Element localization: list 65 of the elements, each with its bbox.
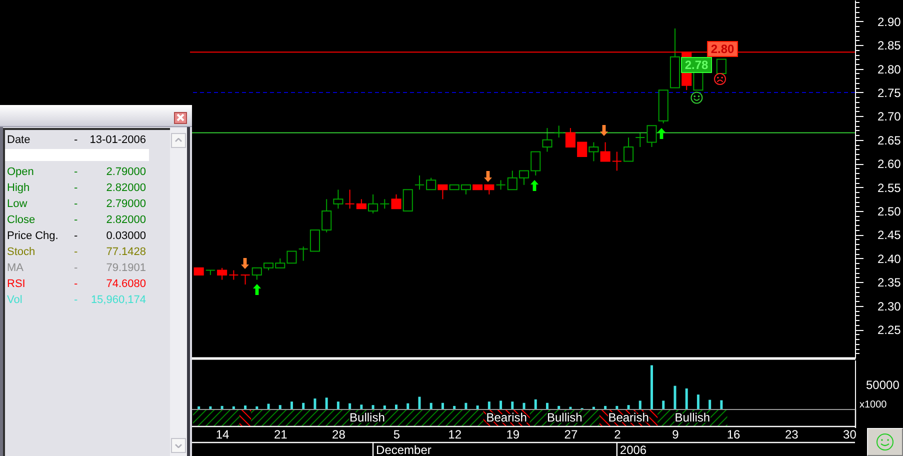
- x-tick-label: 12: [448, 428, 462, 442]
- text: High: [7, 181, 30, 196]
- text: 2.82000: [106, 213, 146, 228]
- y-tick-label: 2.40: [878, 252, 902, 266]
- y-tick-label: 2.30: [878, 299, 902, 314]
- y-tick-label: 2.70: [878, 110, 902, 124]
- y-tick-label: 2.80: [878, 62, 902, 76]
- text: -: [74, 165, 78, 180]
- annotation: 2.80: [707, 41, 738, 57]
- y-tick-label: 2.60: [878, 157, 902, 172]
- text: 15,960,174: [90, 292, 146, 307]
- y-tick-label: 2.85: [878, 38, 902, 53]
- text: 79.1901: [106, 261, 146, 275]
- x-tick-label: 2: [614, 428, 622, 442]
- text: -: [74, 229, 78, 244]
- text: 2.82000: [106, 181, 146, 196]
- x-tick-label: 14: [216, 428, 230, 442]
- y-tick-label: 2.55: [878, 180, 902, 195]
- text: Bullish: [674, 410, 710, 424]
- x-tick-label: 19: [506, 428, 520, 442]
- x-tick-label: 30: [843, 428, 857, 442]
- y-tick-label: 2.35: [878, 276, 902, 290]
- x-tick-label: 27: [564, 428, 578, 442]
- x-tick-label: 28: [332, 428, 346, 442]
- annotation: 2.78: [681, 57, 712, 73]
- text: -: [74, 197, 78, 212]
- y-tick-label: 2.50: [878, 204, 902, 219]
- text: -: [74, 261, 78, 275]
- text: -: [74, 133, 78, 147]
- text: Open: [7, 165, 34, 180]
- text: 2006: [620, 443, 647, 456]
- x-tick-label: 5: [393, 428, 400, 442]
- text: Close: [7, 213, 36, 228]
- text: 74.6080: [106, 276, 146, 291]
- text: Date: [7, 133, 30, 147]
- text: December: [376, 443, 432, 456]
- y-tick-label: 2.25: [878, 323, 902, 338]
- text: 50000: [866, 378, 900, 392]
- text: Stoch: [7, 245, 36, 260]
- text: Bullish: [350, 410, 385, 424]
- text: 13-01-2006: [90, 133, 146, 147]
- text: -: [74, 213, 78, 228]
- y-tick-label: 2.45: [878, 228, 902, 242]
- text: RSI: [7, 276, 26, 291]
- text: Price Chg.: [7, 229, 58, 244]
- y-axis-title: x1000: [860, 400, 888, 410]
- text: Vol: [7, 292, 22, 307]
- x-tick-label: 16: [726, 428, 741, 442]
- x-tick-label: 9: [672, 428, 680, 442]
- y-tick-label: 2.75: [878, 86, 902, 100]
- text: 0.03000: [106, 229, 146, 244]
- y-tick-label: 2.90: [878, 14, 902, 29]
- text: 2.79000: [106, 197, 146, 212]
- text: 77.1428: [106, 245, 146, 260]
- text: 2.79000: [106, 165, 146, 180]
- y-tick-label: 2.65: [878, 133, 902, 148]
- text: -: [74, 292, 78, 307]
- text: Low: [7, 197, 28, 212]
- text: Bullish: [546, 410, 582, 424]
- x-tick-label: 21: [274, 428, 288, 442]
- x-tick-label: 23: [784, 428, 799, 442]
- text: -: [74, 276, 78, 291]
- text: -: [74, 245, 78, 260]
- text: MA: [7, 261, 24, 275]
- text: -: [74, 181, 78, 196]
